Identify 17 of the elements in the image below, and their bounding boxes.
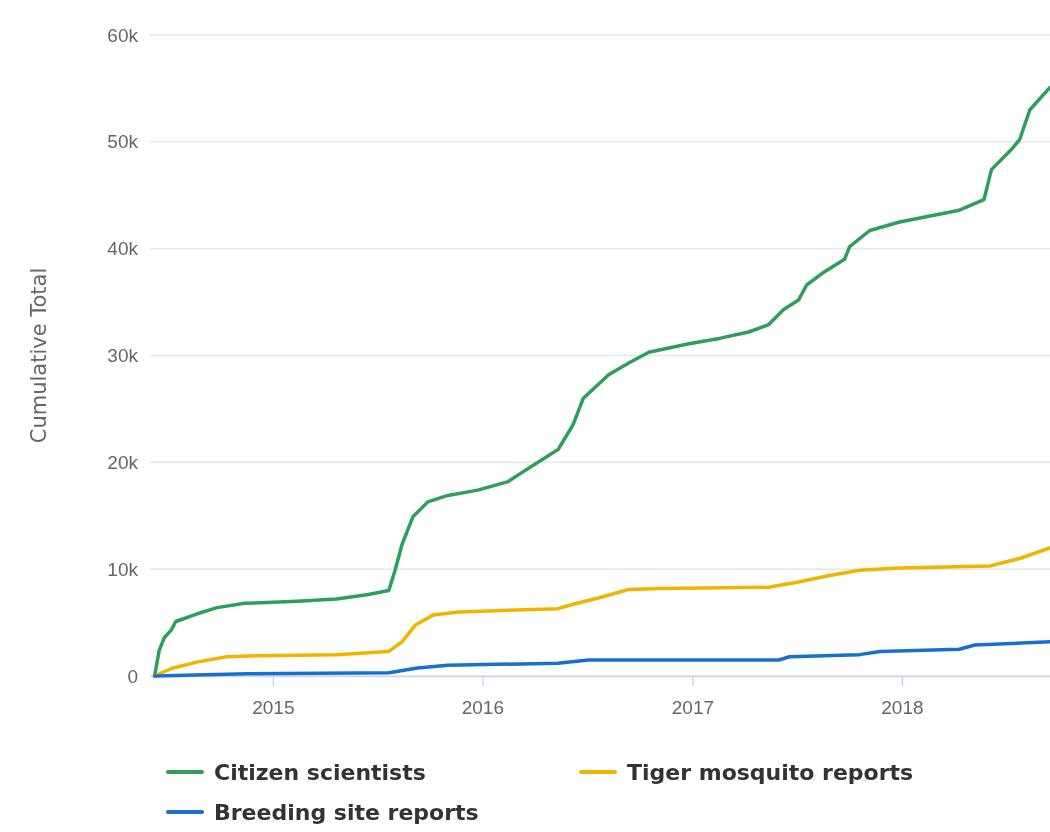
legend-label: Breeding site reports [214,800,479,825]
x-tick-label: 2018 [881,696,924,718]
y-tick-label: 0 [127,665,138,687]
y-tick-label: 40k [107,238,139,260]
y-tick-label: 60k [107,24,139,46]
x-tick-label: 2016 [461,696,504,718]
line-series [152,85,1050,678]
legend-label: Citizen scientists [214,760,426,785]
legend-label: Tiger mosquito reports [627,760,914,785]
x-tick-label: 2015 [252,696,295,718]
y-axis-title: Cumulative Total [27,267,51,444]
y-tick-label: 50k [107,131,139,153]
y-tick-label: 20k [107,451,139,473]
y-tick-label: 10k [107,558,139,580]
y-tick-label: 30k [107,345,139,367]
x-tick-label: 2017 [671,696,715,718]
line-series [152,640,1050,678]
